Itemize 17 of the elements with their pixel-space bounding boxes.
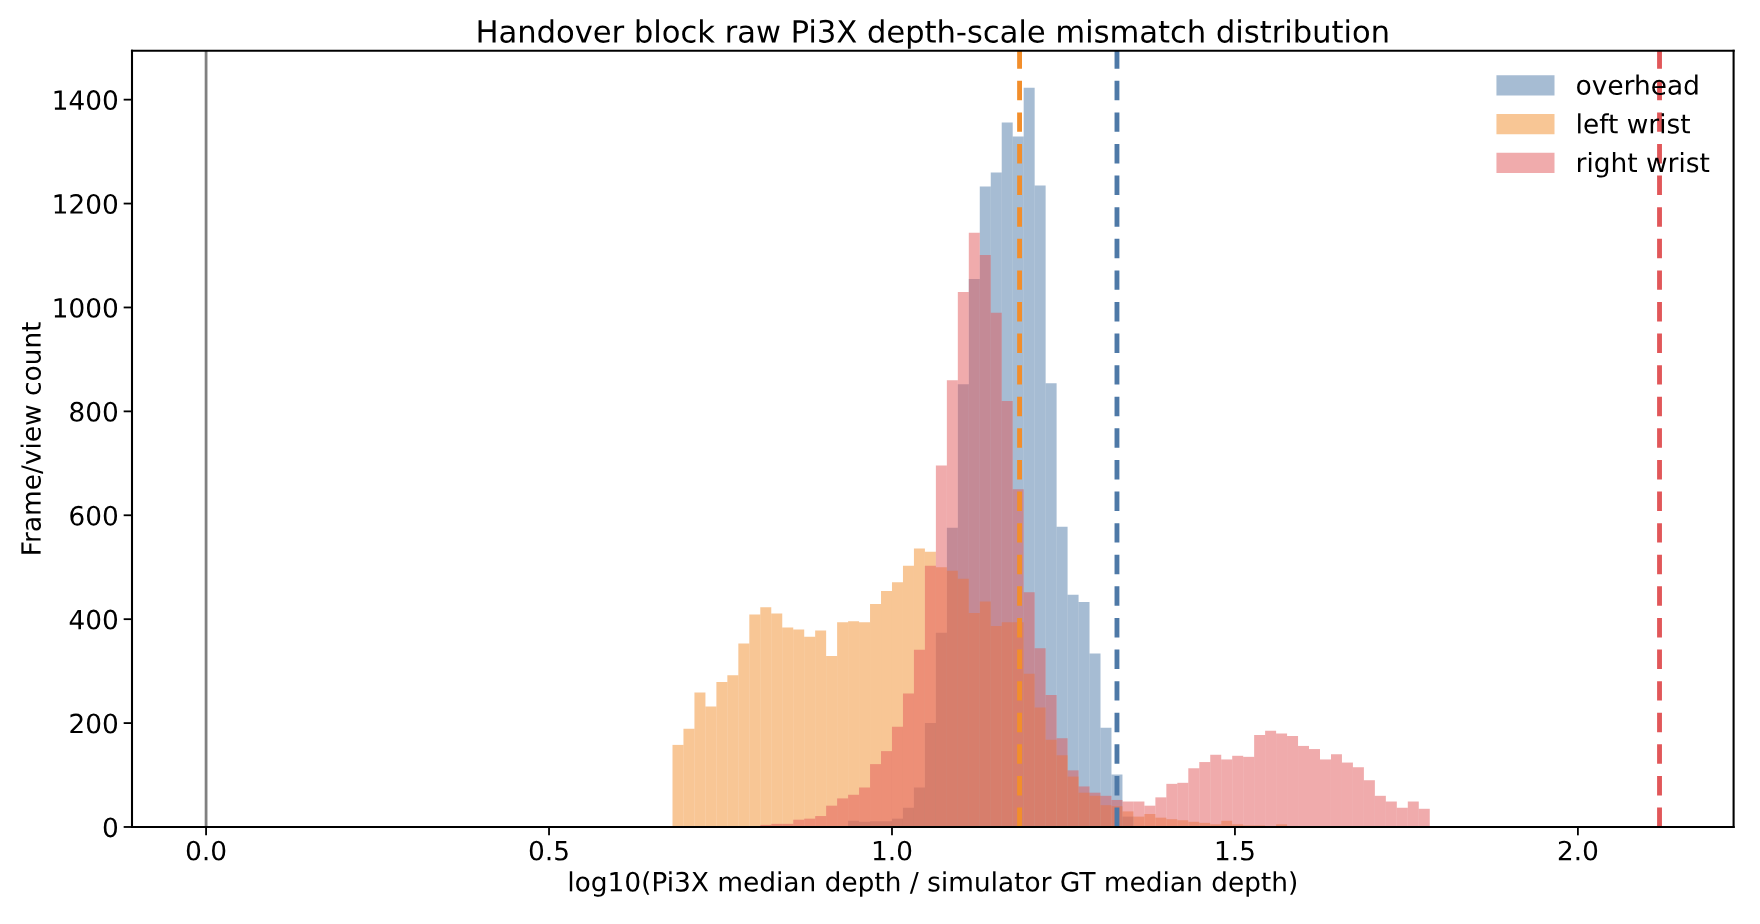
x-tick-label: 0.0 [186, 840, 226, 861]
chart-title: Handover block raw Pi3X depth-scale mismatch distribution [478, 19, 1388, 49]
y-tick-label: 1200 [54, 194, 118, 214]
y-tick-label: 0 [103, 817, 118, 838]
legend-label: right wrist [1578, 152, 1710, 178]
y-axis-title: Frame/view count [20, 322, 44, 554]
y-tick-label: 200 [70, 713, 118, 734]
x-tick-label: 0.5 [529, 840, 568, 861]
x-tick-label: 2.0 [1558, 840, 1598, 861]
x-tick-label: 1.5 [1216, 840, 1254, 861]
x-tick-label: 1.0 [873, 840, 912, 861]
y-tick-label: 400 [69, 609, 118, 630]
y-tick-label: 1400 [54, 90, 118, 111]
x-axis-title: log10(Pi3X median depth / simulator GT median depth) [569, 871, 1297, 897]
y-tick-label: 600 [70, 505, 118, 526]
y-tick-label: 800 [70, 401, 118, 422]
y-tick-label: 1000 [54, 297, 118, 318]
